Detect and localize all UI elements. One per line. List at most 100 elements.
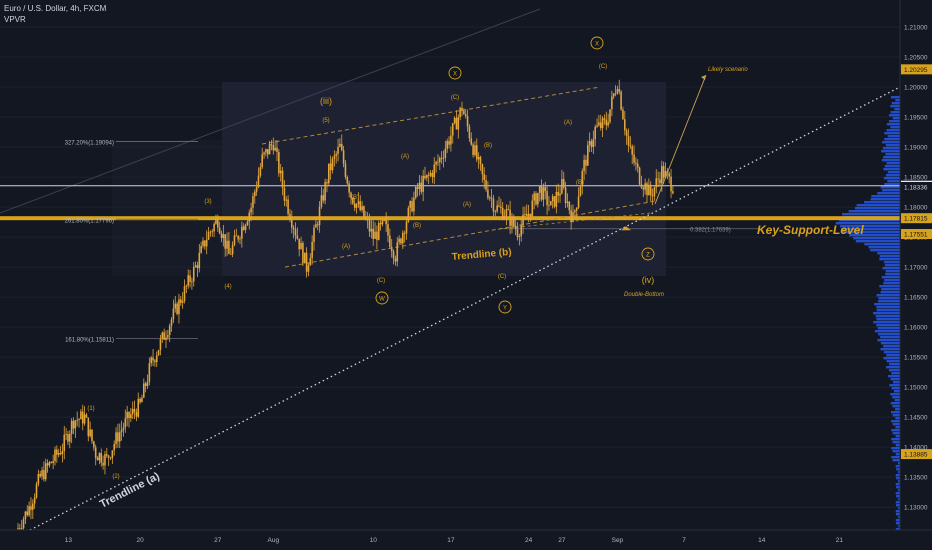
- candle-body: [194, 265, 197, 268]
- candle-body: [635, 162, 637, 164]
- candle-body: [115, 432, 117, 445]
- volume-bar: [876, 324, 900, 327]
- candle-body: [625, 130, 628, 136]
- candle-body: [283, 187, 286, 201]
- candle-body: [618, 89, 621, 92]
- x-tick-label: 24: [525, 537, 533, 544]
- fib-label: 161.80%(1.15811): [65, 337, 114, 343]
- volume-bar: [883, 177, 900, 180]
- candle-body: [350, 192, 352, 198]
- volume-bar: [895, 510, 900, 513]
- candle-body: [111, 450, 114, 459]
- candle-body: [385, 220, 387, 225]
- candle-body: [233, 235, 236, 245]
- volume-bar: [886, 129, 900, 132]
- candle-body: [276, 147, 278, 153]
- candle-body: [242, 226, 245, 230]
- candle-body: [300, 242, 302, 250]
- candle-body: [444, 148, 447, 158]
- candle-body: [376, 231, 378, 240]
- volume-bar: [886, 162, 900, 165]
- volume-bar: [896, 477, 900, 480]
- volume-bar: [898, 480, 900, 483]
- volume-bar: [884, 264, 900, 267]
- candle-body: [257, 175, 260, 188]
- volume-bar: [885, 144, 900, 147]
- volume-profile: [835, 96, 900, 531]
- candle-body: [146, 381, 149, 387]
- projection-arrowhead: [701, 75, 706, 81]
- y-tick-label: 1.14500: [904, 415, 928, 422]
- volume-bar: [895, 519, 900, 522]
- volume-bar: [898, 507, 900, 510]
- candle-body: [294, 229, 297, 236]
- candle-body: [646, 183, 648, 196]
- candle-body: [200, 245, 202, 253]
- candle-body: [642, 187, 645, 190]
- candle-body: [150, 357, 152, 364]
- candle-body: [93, 441, 95, 448]
- candle-body: [154, 360, 156, 363]
- volume-bar: [878, 297, 900, 300]
- candle-body: [357, 201, 360, 204]
- candle-body: [69, 433, 71, 442]
- candle-body: [252, 196, 254, 208]
- price-badge-label: 1.20295: [904, 67, 928, 74]
- x-tick-label: 20: [136, 537, 144, 544]
- candle-body: [559, 193, 561, 196]
- candle-body: [28, 506, 30, 516]
- wave-label: (A): [401, 154, 409, 160]
- candle-body: [24, 511, 27, 520]
- volume-bar: [879, 255, 900, 258]
- volume-bar: [864, 243, 900, 246]
- candle-body: [594, 126, 596, 140]
- candle-body: [183, 286, 186, 301]
- volume-bar: [890, 411, 900, 414]
- candle-body: [405, 221, 408, 234]
- volume-bar: [895, 435, 900, 438]
- indicator-label: VPVR: [4, 15, 26, 24]
- candle-body: [113, 444, 115, 451]
- candle-body: [435, 161, 437, 165]
- candle-body: [468, 126, 471, 139]
- fib-label: 0.382(1.17639): [690, 228, 731, 234]
- upper-channel-dashed: [261, 86, 601, 145]
- volume-bar: [888, 369, 900, 372]
- volume-bar: [889, 363, 900, 366]
- candle-body: [446, 140, 448, 149]
- candle-body: [413, 197, 415, 212]
- candle-body: [661, 166, 663, 184]
- candle-body: [83, 414, 86, 424]
- x-tick-label: Sep: [612, 537, 624, 544]
- candle-body: [370, 228, 373, 232]
- candle-body: [538, 185, 541, 193]
- volume-bar: [856, 204, 900, 207]
- candle-body: [265, 149, 267, 153]
- candle-body: [605, 119, 608, 126]
- volume-bar: [898, 471, 900, 474]
- candle-body: [331, 158, 334, 171]
- candle-body: [226, 240, 228, 249]
- volume-bar: [883, 168, 900, 171]
- volume-bar: [895, 501, 900, 504]
- wave-label: (B): [576, 180, 584, 186]
- candle-body: [180, 299, 182, 303]
- volume-bar: [895, 417, 900, 420]
- volume-bar: [849, 234, 900, 237]
- candle-body: [124, 418, 127, 428]
- candle-body: [488, 197, 491, 199]
- candle-body: [505, 209, 508, 217]
- candle-body: [209, 231, 212, 233]
- volume-bar: [891, 456, 900, 459]
- volume-bar: [896, 522, 900, 525]
- candle-body: [159, 339, 162, 350]
- volume-bar: [895, 99, 900, 102]
- candle-body: [291, 219, 293, 228]
- candle-body: [455, 117, 458, 130]
- volume-bar: [880, 336, 900, 339]
- candle-body: [328, 163, 330, 184]
- price-badge-label: 1.17551: [904, 232, 928, 239]
- candle-body: [26, 511, 29, 516]
